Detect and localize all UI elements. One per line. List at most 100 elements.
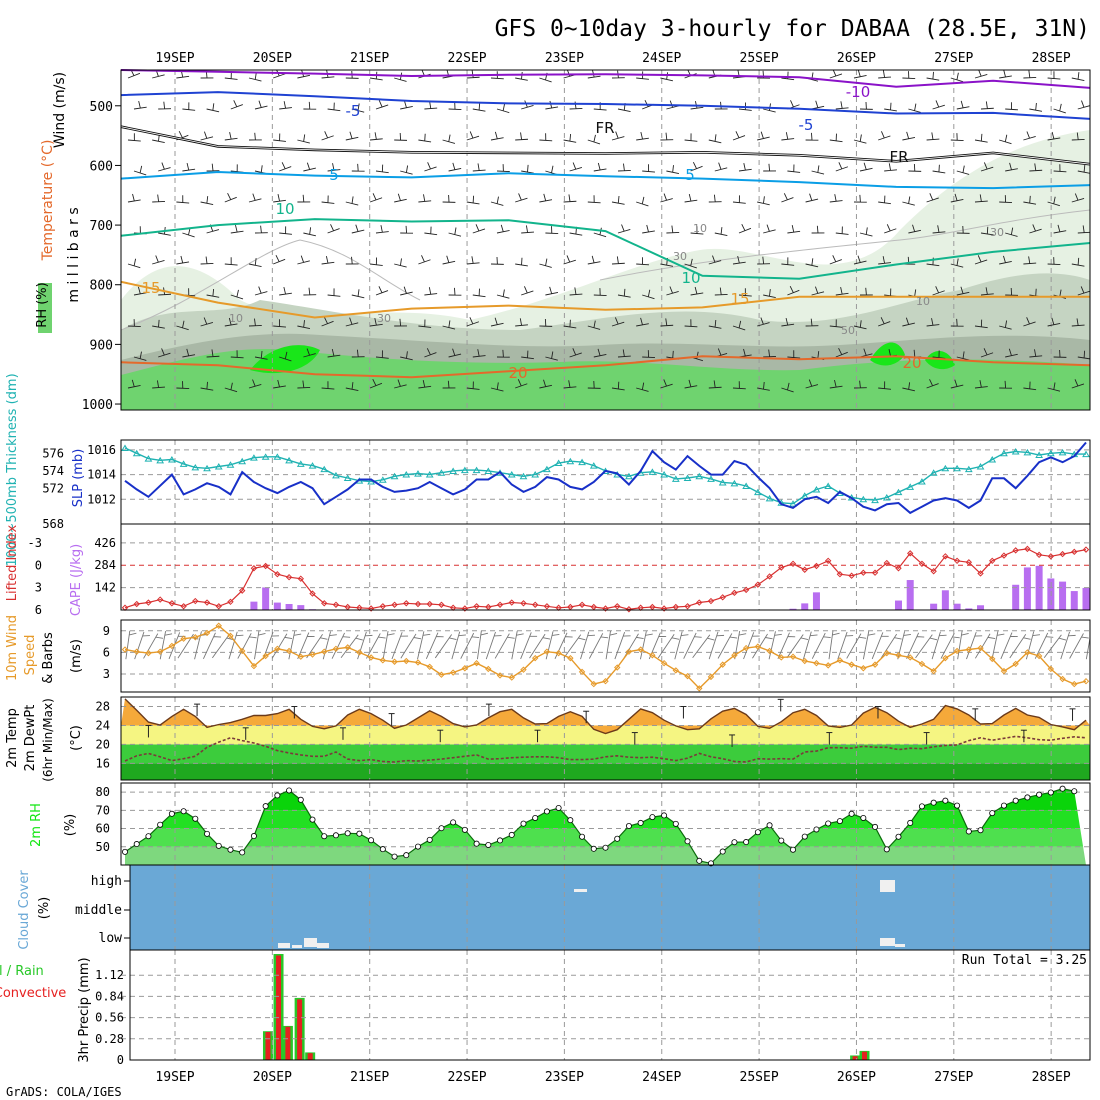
wind-barb <box>1077 225 1090 234</box>
wind-barb <box>345 317 359 327</box>
rh-point <box>344 830 351 837</box>
wind-barb <box>732 131 746 141</box>
rh-point <box>719 848 726 855</box>
wind10m-barb <box>580 631 596 660</box>
wind-barb <box>1077 100 1090 110</box>
cloud-patch <box>880 880 895 892</box>
wind-barb <box>829 379 843 389</box>
wind10m-plot <box>121 622 1090 692</box>
thickness-point <box>789 500 797 507</box>
wind-speed-point <box>754 643 762 650</box>
wind-barb <box>732 255 746 265</box>
rh-peak <box>870 342 905 366</box>
lifted-index-point <box>274 571 281 578</box>
wind-speed-point <box>602 677 609 685</box>
thickness-point <box>1000 449 1008 457</box>
thickness-point <box>250 454 258 461</box>
wind10m-axis-label: (m/s) <box>69 639 84 673</box>
rh-tick-label: 50 <box>96 840 110 854</box>
wind-speed-point <box>989 655 996 663</box>
wind-barb <box>950 318 964 327</box>
rh-point <box>286 787 293 794</box>
wind-barb <box>273 379 286 389</box>
wind-barb <box>345 196 359 206</box>
wind-barb <box>273 194 286 203</box>
wind-barb <box>1005 102 1019 111</box>
thickness-point <box>824 482 833 489</box>
thickness-tick-label: 574 <box>42 464 64 478</box>
bottom-day-label: 24SEP <box>642 1070 681 1085</box>
wind10m-barb <box>692 634 715 658</box>
wind-barb <box>884 163 897 172</box>
wind-barb <box>442 194 456 203</box>
wind-barb <box>206 288 220 298</box>
wind-barb <box>757 256 771 265</box>
wind10m-barb <box>906 632 925 659</box>
wind-barb <box>956 351 970 361</box>
lifted-tick-label: 3 <box>35 581 42 595</box>
wind-barb <box>974 255 988 265</box>
wind-barb <box>829 133 843 143</box>
wind-barb <box>200 256 214 265</box>
thickness-point <box>625 472 633 480</box>
wind-speed-point <box>555 649 562 657</box>
thickness-point <box>894 488 903 496</box>
wind-barb <box>321 317 334 327</box>
wind-barb <box>587 70 601 79</box>
wind-speed-point <box>649 652 656 659</box>
wind-barb <box>158 101 172 110</box>
wind-barb <box>829 319 843 328</box>
lifted-tick-label: 6 <box>35 603 42 617</box>
isotherm-line <box>120 69 1091 89</box>
cape-bar <box>953 603 961 610</box>
wind-barb <box>375 164 389 174</box>
wind-barb <box>587 134 601 145</box>
thickness-point <box>472 466 481 474</box>
wind-barb <box>956 286 970 296</box>
bottom-day-label: 27SEP <box>934 1070 973 1085</box>
lifted-index-point <box>543 603 551 610</box>
wind-barb <box>400 165 413 175</box>
wind-barb <box>490 382 504 392</box>
cape-bar <box>1012 584 1020 610</box>
wind-barb <box>738 163 752 172</box>
contour-label: -5 <box>799 116 814 134</box>
wind-barb <box>1047 196 1060 207</box>
wind-barb <box>956 165 970 175</box>
wind-barb <box>1053 164 1067 173</box>
precip-tick-label: 0 <box>117 1053 124 1067</box>
wind10m-barb <box>1085 630 1090 660</box>
contour-label: -10 <box>846 83 871 101</box>
wind-barb <box>303 227 316 237</box>
wind-barb <box>999 380 1013 389</box>
thickness-point <box>695 472 704 480</box>
wind-barb <box>950 133 964 142</box>
wind-barb <box>805 379 819 389</box>
wind-barb <box>254 165 268 175</box>
wind-barb <box>805 258 819 268</box>
wind-speed-point <box>203 629 211 637</box>
rh-point <box>227 846 234 853</box>
panel-frame <box>120 69 1091 411</box>
rh-contour-line <box>599 209 1090 281</box>
wind-barb <box>636 257 650 266</box>
wind10m-barb <box>554 632 573 659</box>
wind10m-barb <box>237 633 257 659</box>
thickness-tick-label: 572 <box>42 482 64 496</box>
cloud-patch <box>278 943 290 948</box>
rh-point <box>368 837 375 844</box>
wind-barb <box>279 226 292 235</box>
wind10m-barb <box>743 632 760 660</box>
wind-barb <box>182 348 196 358</box>
slp-tick-label: 1012 <box>87 492 116 506</box>
thickness-point <box>308 462 317 469</box>
wind10m-barb <box>846 633 867 659</box>
thickness-point <box>285 456 293 464</box>
temp-axis-label: 2m DewPt <box>23 705 38 772</box>
wind-barb <box>152 319 165 329</box>
wind-speed-point <box>684 672 691 680</box>
wind-barb <box>442 134 456 144</box>
wind-barb <box>224 193 237 203</box>
rh-point <box>1059 785 1066 792</box>
precip-convective-bar <box>852 1056 858 1060</box>
